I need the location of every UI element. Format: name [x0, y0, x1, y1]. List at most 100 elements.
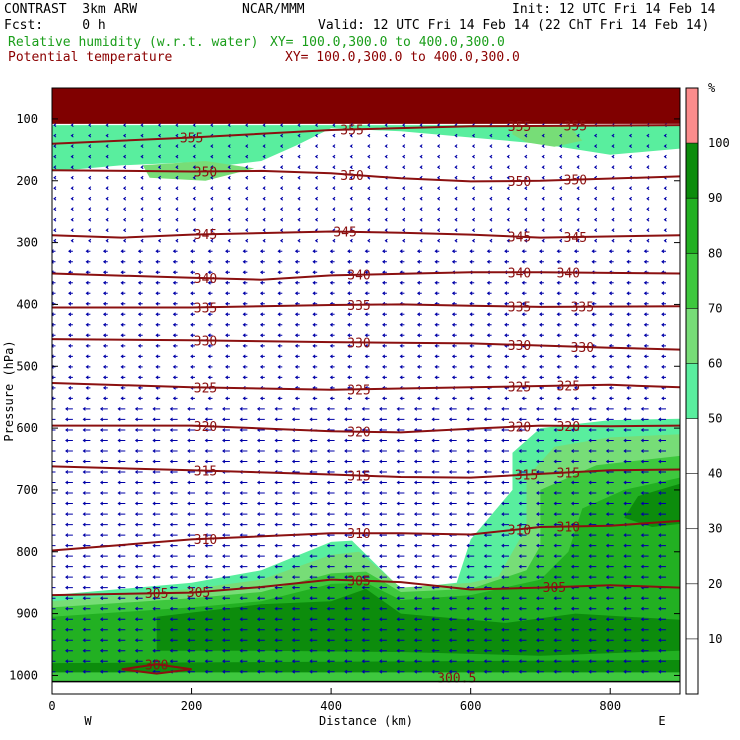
wind-arrow [152, 428, 161, 432]
wind-arrow [396, 606, 405, 611]
wind-arrow [326, 648, 335, 653]
wind-arrow [661, 291, 666, 296]
colorbar-swatch [686, 418, 698, 474]
wind-arrow [117, 512, 126, 516]
wind-arrow [117, 669, 126, 674]
wind-arrow [419, 123, 423, 127]
wind-arrow [291, 669, 300, 674]
wind-arrow [227, 207, 231, 212]
wind-arrow [448, 449, 457, 453]
wind-arrow [314, 196, 318, 201]
wind-arrow [658, 648, 666, 653]
wind-arrow [245, 238, 249, 243]
wind-arrow [536, 627, 544, 632]
wind-arrow [152, 407, 161, 411]
wind-arrow [239, 449, 248, 453]
wind-arrow [274, 449, 283, 453]
wind-arrow [661, 375, 666, 380]
wind-arrow [382, 312, 387, 317]
wind-arrow [68, 312, 73, 317]
wind-arrow [332, 154, 336, 159]
wind-arrow [329, 291, 335, 296]
wind-arrow [396, 512, 405, 516]
wind-arrow [120, 322, 126, 327]
wind-arrow [588, 407, 597, 411]
wind-arrow [434, 249, 440, 254]
wind-arrow [192, 196, 196, 201]
wind-arrow [207, 249, 213, 254]
wind-arrow [413, 543, 422, 548]
theta-label: 320 [557, 420, 580, 435]
wind-arrow [396, 449, 405, 453]
wind-arrow [431, 522, 440, 527]
wind-arrow [605, 543, 614, 548]
wind-arrow [172, 333, 178, 338]
wind-arrow [99, 627, 108, 632]
wind-arrow [204, 512, 213, 516]
wind-arrow [157, 165, 161, 170]
wind-arrow [99, 617, 108, 622]
wind-arrow [431, 438, 440, 443]
theta-label: 345 [564, 231, 587, 246]
wind-arrow [105, 228, 109, 233]
wind-arrow [155, 249, 161, 254]
wind-arrow [413, 669, 422, 674]
wind-arrow [611, 207, 615, 212]
wind-arrow [384, 196, 388, 201]
wind-arrow [504, 365, 509, 369]
wind-arrow [239, 417, 248, 422]
wind-arrow [279, 165, 284, 170]
wind-arrow [312, 396, 318, 401]
wind-arrow [279, 186, 284, 191]
wind-arrow [187, 449, 195, 453]
wind-arrow [326, 596, 335, 601]
wind-arrow [256, 438, 265, 443]
wind-arrow [175, 217, 179, 222]
wind-arrow [120, 259, 126, 264]
wind-arrow [137, 259, 143, 264]
wind-arrow [605, 480, 614, 485]
wind-arrow [489, 207, 493, 212]
wind-arrow [663, 217, 667, 222]
wind-arrow [152, 596, 161, 601]
wind-arrow [396, 470, 405, 474]
wind-arrow [52, 587, 56, 589]
wind-arrow [349, 196, 353, 201]
wind-arrow [573, 291, 579, 296]
wind-arrow [65, 669, 73, 674]
wind-arrow [402, 123, 406, 127]
wind-arrow [570, 648, 579, 653]
wind-arrow [152, 449, 161, 453]
wind-arrow [134, 575, 143, 579]
wind-arrow [536, 407, 544, 411]
theta-label: 345 [194, 228, 217, 243]
wind-arrow [314, 207, 318, 212]
theta-label: 330 [508, 339, 531, 354]
y-tick-label: 300 [16, 236, 38, 250]
wind-arrow [506, 165, 510, 170]
wind-arrow [413, 575, 422, 579]
wind-arrow [157, 217, 161, 222]
wind-arrow [277, 291, 283, 296]
wind-arrow [413, 606, 422, 611]
wind-arrow [501, 564, 509, 569]
wind-arrow [553, 438, 562, 443]
wind-arrow [483, 606, 492, 611]
wind-arrow [501, 470, 509, 474]
wind-arrow [262, 123, 266, 127]
wind-arrow [140, 207, 144, 212]
wind-arrow [274, 596, 283, 601]
wind-arrow [361, 585, 370, 590]
wind-arrow [239, 407, 248, 411]
wind-arrow [643, 301, 649, 306]
wind-arrow [274, 585, 283, 590]
wind-arrow [504, 259, 509, 264]
wind-arrow [553, 459, 562, 464]
theta-line-305 [52, 578, 680, 597]
wind-arrow [413, 522, 422, 527]
wind-arrow [52, 639, 56, 641]
wind-arrow [70, 217, 74, 222]
wind-arrow [466, 459, 475, 464]
wind-arrow [628, 196, 632, 201]
wind-arrow [541, 196, 545, 201]
